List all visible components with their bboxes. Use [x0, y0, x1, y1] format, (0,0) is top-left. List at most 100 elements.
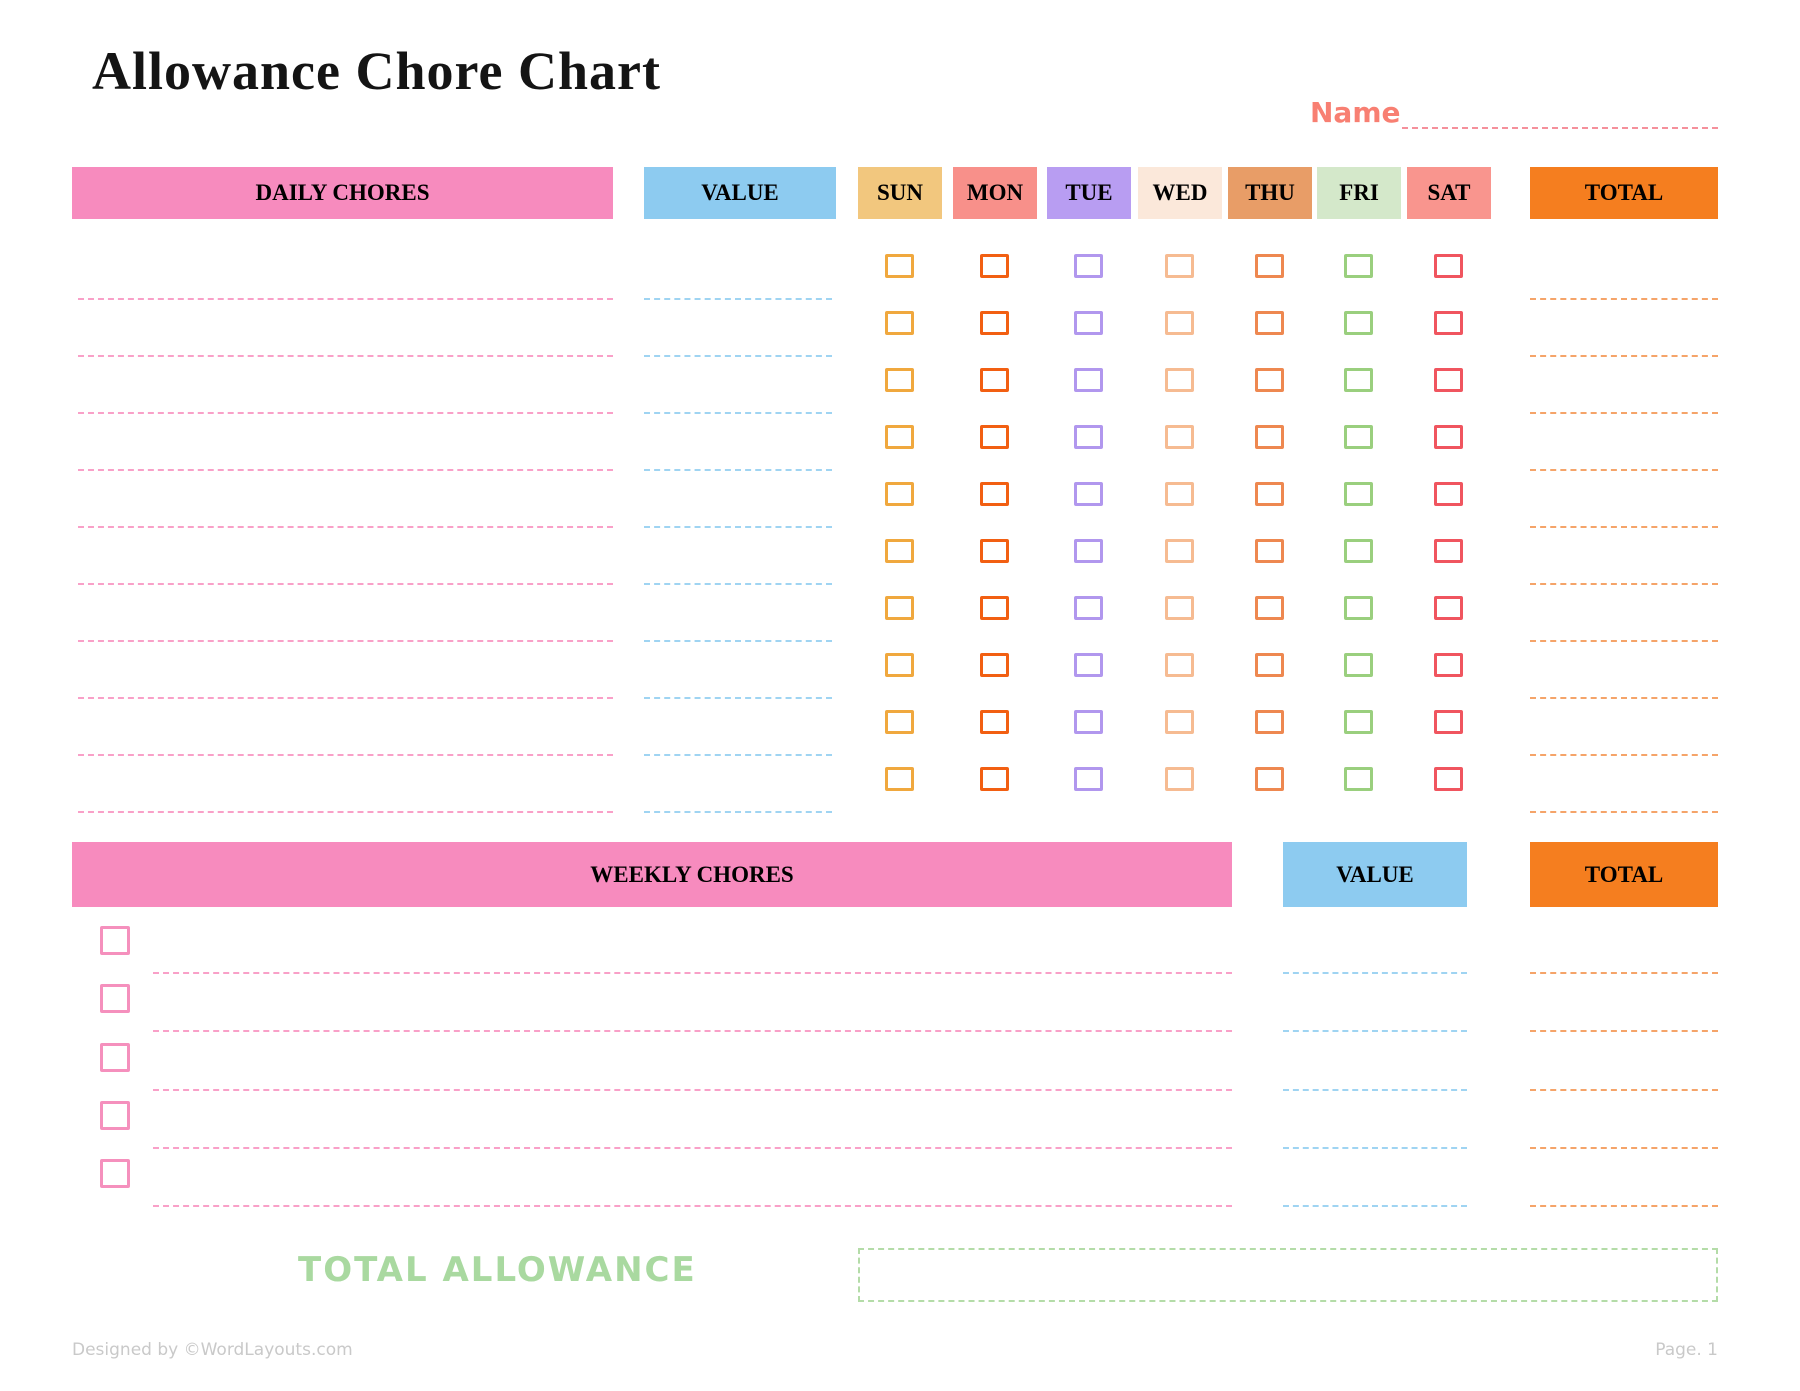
checkbox-mon-row-8[interactable]	[980, 653, 1009, 677]
checkbox-mon-row-6[interactable]	[980, 539, 1009, 563]
checkbox-wed-row-1[interactable]	[1165, 254, 1194, 278]
checkbox-sun-row-3[interactable]	[885, 368, 914, 392]
checkbox-mon-row-2[interactable]	[980, 311, 1009, 335]
weekly-checkbox-2[interactable]	[100, 984, 130, 1013]
checkbox-wed-row-7[interactable]	[1165, 596, 1194, 620]
checkbox-thu-row-9[interactable]	[1255, 710, 1284, 734]
checkbox-sat-row-6[interactable]	[1434, 539, 1463, 563]
checkbox-fri-row-3[interactable]	[1344, 368, 1373, 392]
weekly-value-line-1[interactable]	[1283, 972, 1467, 974]
checkbox-thu-row-5[interactable]	[1255, 482, 1284, 506]
daily-chore-line-6[interactable]	[78, 583, 613, 585]
weekly-chore-line-4[interactable]	[153, 1147, 1232, 1149]
checkbox-fri-row-9[interactable]	[1344, 710, 1373, 734]
daily-total-line-5[interactable]	[1530, 526, 1718, 528]
checkbox-sat-row-7[interactable]	[1434, 596, 1463, 620]
daily-total-line-4[interactable]	[1530, 469, 1718, 471]
checkbox-tue-row-10[interactable]	[1074, 767, 1103, 791]
checkbox-sun-row-10[interactable]	[885, 767, 914, 791]
checkbox-tue-row-9[interactable]	[1074, 710, 1103, 734]
checkbox-tue-row-6[interactable]	[1074, 539, 1103, 563]
checkbox-tue-row-1[interactable]	[1074, 254, 1103, 278]
checkbox-sat-row-3[interactable]	[1434, 368, 1463, 392]
checkbox-wed-row-6[interactable]	[1165, 539, 1194, 563]
checkbox-mon-row-9[interactable]	[980, 710, 1009, 734]
checkbox-thu-row-1[interactable]	[1255, 254, 1284, 278]
daily-value-line-4[interactable]	[644, 469, 832, 471]
weekly-chore-line-2[interactable]	[153, 1030, 1232, 1032]
checkbox-sat-row-8[interactable]	[1434, 653, 1463, 677]
checkbox-wed-row-9[interactable]	[1165, 710, 1194, 734]
checkbox-tue-row-3[interactable]	[1074, 368, 1103, 392]
checkbox-mon-row-7[interactable]	[980, 596, 1009, 620]
weekly-checkbox-1[interactable]	[100, 926, 130, 955]
checkbox-fri-row-8[interactable]	[1344, 653, 1373, 677]
checkbox-wed-row-2[interactable]	[1165, 311, 1194, 335]
weekly-value-line-3[interactable]	[1283, 1089, 1467, 1091]
daily-total-line-8[interactable]	[1530, 697, 1718, 699]
weekly-value-line-2[interactable]	[1283, 1030, 1467, 1032]
daily-value-line-9[interactable]	[644, 754, 832, 756]
checkbox-sun-row-8[interactable]	[885, 653, 914, 677]
checkbox-fri-row-2[interactable]	[1344, 311, 1373, 335]
weekly-chore-line-5[interactable]	[153, 1205, 1232, 1207]
daily-total-line-10[interactable]	[1530, 811, 1718, 813]
checkbox-sun-row-2[interactable]	[885, 311, 914, 335]
weekly-total-line-1[interactable]	[1530, 972, 1718, 974]
checkbox-fri-row-7[interactable]	[1344, 596, 1373, 620]
checkbox-mon-row-5[interactable]	[980, 482, 1009, 506]
checkbox-fri-row-6[interactable]	[1344, 539, 1373, 563]
checkbox-sat-row-10[interactable]	[1434, 767, 1463, 791]
daily-chore-line-9[interactable]	[78, 754, 613, 756]
checkbox-sat-row-4[interactable]	[1434, 425, 1463, 449]
checkbox-sun-row-5[interactable]	[885, 482, 914, 506]
daily-value-line-1[interactable]	[644, 298, 832, 300]
checkbox-thu-row-4[interactable]	[1255, 425, 1284, 449]
weekly-chore-line-3[interactable]	[153, 1089, 1232, 1091]
daily-value-line-5[interactable]	[644, 526, 832, 528]
weekly-chore-line-1[interactable]	[153, 972, 1232, 974]
weekly-total-line-2[interactable]	[1530, 1030, 1718, 1032]
daily-value-line-8[interactable]	[644, 697, 832, 699]
checkbox-wed-row-5[interactable]	[1165, 482, 1194, 506]
daily-total-line-6[interactable]	[1530, 583, 1718, 585]
daily-chore-line-10[interactable]	[78, 811, 613, 813]
daily-chore-line-8[interactable]	[78, 697, 613, 699]
total-allowance-input-box[interactable]	[858, 1248, 1718, 1302]
weekly-value-line-5[interactable]	[1283, 1205, 1467, 1207]
checkbox-sun-row-4[interactable]	[885, 425, 914, 449]
checkbox-wed-row-3[interactable]	[1165, 368, 1194, 392]
daily-value-line-2[interactable]	[644, 355, 832, 357]
checkbox-sun-row-7[interactable]	[885, 596, 914, 620]
checkbox-mon-row-10[interactable]	[980, 767, 1009, 791]
checkbox-fri-row-4[interactable]	[1344, 425, 1373, 449]
checkbox-fri-row-5[interactable]	[1344, 482, 1373, 506]
checkbox-sat-row-9[interactable]	[1434, 710, 1463, 734]
checkbox-thu-row-3[interactable]	[1255, 368, 1284, 392]
daily-total-line-1[interactable]	[1530, 298, 1718, 300]
checkbox-fri-row-1[interactable]	[1344, 254, 1373, 278]
checkbox-thu-row-10[interactable]	[1255, 767, 1284, 791]
checkbox-sun-row-6[interactable]	[885, 539, 914, 563]
weekly-total-line-3[interactable]	[1530, 1089, 1718, 1091]
daily-total-line-9[interactable]	[1530, 754, 1718, 756]
daily-chore-line-5[interactable]	[78, 526, 613, 528]
weekly-checkbox-4[interactable]	[100, 1101, 130, 1130]
checkbox-thu-row-8[interactable]	[1255, 653, 1284, 677]
daily-total-line-2[interactable]	[1530, 355, 1718, 357]
weekly-checkbox-3[interactable]	[100, 1043, 130, 1072]
checkbox-tue-row-5[interactable]	[1074, 482, 1103, 506]
daily-value-line-7[interactable]	[644, 640, 832, 642]
daily-chore-line-1[interactable]	[78, 298, 613, 300]
checkbox-thu-row-7[interactable]	[1255, 596, 1284, 620]
checkbox-thu-row-6[interactable]	[1255, 539, 1284, 563]
checkbox-mon-row-4[interactable]	[980, 425, 1009, 449]
checkbox-sat-row-2[interactable]	[1434, 311, 1463, 335]
daily-chore-line-7[interactable]	[78, 640, 613, 642]
checkbox-wed-row-8[interactable]	[1165, 653, 1194, 677]
daily-chore-line-4[interactable]	[78, 469, 613, 471]
weekly-total-line-4[interactable]	[1530, 1147, 1718, 1149]
name-input-line[interactable]	[1402, 97, 1718, 129]
checkbox-tue-row-8[interactable]	[1074, 653, 1103, 677]
weekly-total-line-5[interactable]	[1530, 1205, 1718, 1207]
